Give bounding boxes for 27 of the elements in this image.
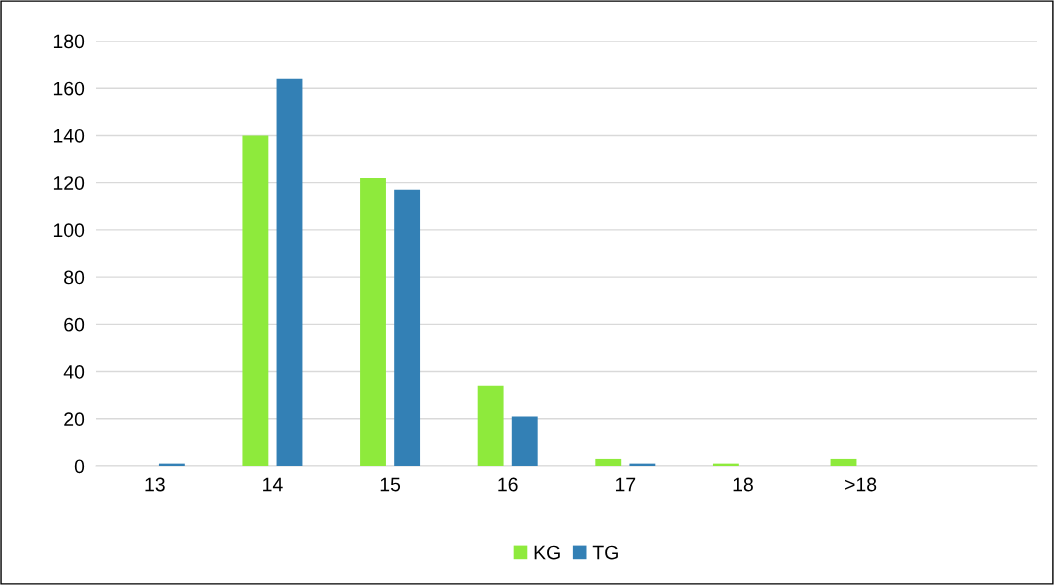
bar: [511, 416, 538, 466]
x-tick-label: 18: [733, 477, 753, 492]
y-tick-label: 80: [64, 270, 85, 285]
x-tick-label: 15: [380, 477, 401, 492]
y-tick-label: 20: [64, 412, 85, 427]
y-tick-label: 180: [53, 34, 85, 49]
y-tick-label: 0: [74, 459, 85, 474]
bar: [242, 135, 269, 466]
bar: [276, 78, 303, 466]
x-tick-label: 13: [145, 477, 165, 492]
bar: [394, 189, 421, 466]
legend-label: TG: [592, 545, 618, 560]
y-tick-label: 60: [64, 317, 85, 332]
bar: [595, 458, 622, 466]
bar: [830, 458, 857, 466]
y-tick-label: 120: [53, 176, 85, 190]
legend-label: KG: [534, 545, 560, 560]
x-tick-label: >18: [845, 477, 877, 492]
y-tick-label: 160: [53, 81, 85, 96]
bar: [360, 177, 386, 466]
bar: [477, 385, 504, 466]
y-tick-label: 100: [53, 223, 85, 238]
x-tick-label: 14: [263, 477, 283, 492]
y-tick-label: 40: [63, 365, 85, 379]
y-tick-label: 140: [53, 128, 85, 143]
x-tick-label: 17: [615, 477, 636, 492]
x-tick-label: 16: [498, 477, 518, 492]
